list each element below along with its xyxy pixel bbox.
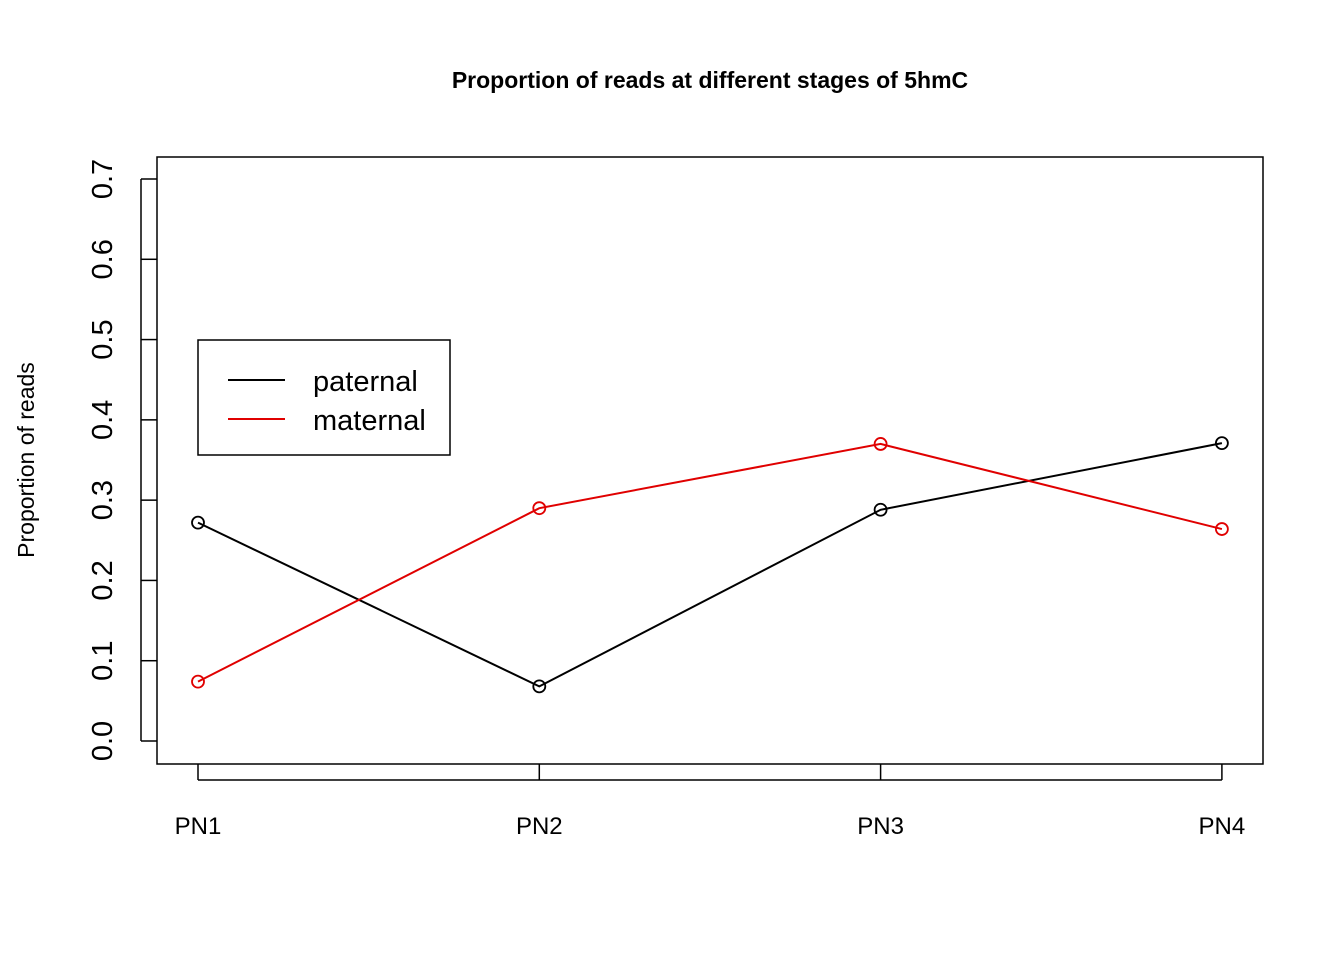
y-tick-label: 0.1 xyxy=(87,641,119,681)
data-point-maternal xyxy=(191,674,205,689)
y-tick-label: 0.2 xyxy=(87,560,119,600)
x-tick-label: PN3 xyxy=(857,813,904,840)
legend-box xyxy=(197,339,451,456)
y-tick-label: 0.7 xyxy=(87,159,119,199)
data-point-paternal xyxy=(1215,436,1229,451)
data-point-maternal xyxy=(1215,522,1229,536)
y-tick-label: 0.0 xyxy=(87,721,119,761)
legend: paternal maternal xyxy=(197,339,451,456)
y-tick-label: 0.5 xyxy=(87,319,119,359)
data-point-paternal xyxy=(191,515,205,530)
series-line-paternal xyxy=(197,442,1223,688)
x-axis: PN1 PN2 PN3 PN4 xyxy=(175,764,1246,840)
y-tick-label: 0.3 xyxy=(87,480,119,520)
legend-label-paternal: paternal xyxy=(313,366,418,398)
plot-area-frame xyxy=(156,156,1264,765)
chart-title: Proportion of reads at different stages … xyxy=(452,67,968,93)
x-tick-label: PN2 xyxy=(516,813,563,840)
legend-label-maternal: maternal xyxy=(313,405,426,437)
y-axis: 0.0 0.1 0.2 0.3 0.4 0.5 0.6 0.7 xyxy=(87,159,157,761)
series-layer xyxy=(191,436,1229,694)
series-paternal xyxy=(191,436,1229,694)
x-tick-label: PN1 xyxy=(175,813,222,840)
x-tick-label: PN4 xyxy=(1199,813,1246,840)
y-tick-label: 0.6 xyxy=(87,239,119,279)
data-point-maternal xyxy=(873,437,888,451)
series-line-maternal xyxy=(197,442,1223,683)
data-point-paternal xyxy=(532,679,547,694)
data-point-paternal xyxy=(873,502,888,517)
y-axis-label: Proportion of reads xyxy=(13,362,39,558)
data-point-maternal xyxy=(532,501,547,516)
y-tick-label: 0.4 xyxy=(87,400,119,440)
series-maternal xyxy=(191,437,1229,689)
